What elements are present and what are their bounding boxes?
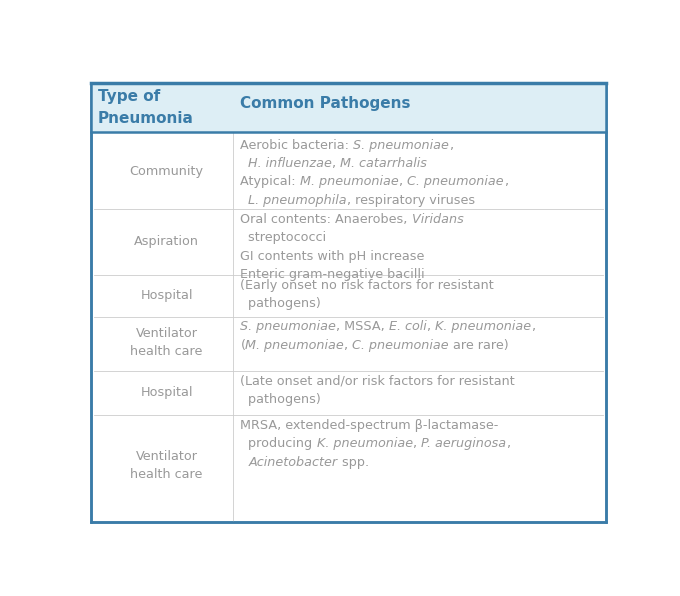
Text: Type of: Type of: [98, 88, 160, 104]
Text: Acinetobacter: Acinetobacter: [248, 455, 337, 468]
Text: ,: ,: [504, 175, 508, 188]
Text: streptococci: streptococci: [241, 231, 326, 244]
Text: M. catarrhalis: M. catarrhalis: [341, 157, 427, 170]
Text: K. pneumoniae: K. pneumoniae: [435, 320, 531, 333]
Text: ,: ,: [531, 320, 535, 333]
Text: ,: ,: [449, 138, 454, 151]
Text: MRSA, extended-spectrum β-lactamase-: MRSA, extended-spectrum β-lactamase-: [241, 419, 499, 432]
Text: Hospital: Hospital: [141, 288, 193, 302]
Text: Community: Community: [130, 164, 204, 178]
Text: GI contents with pH increase: GI contents with pH increase: [241, 250, 425, 263]
Text: health care: health care: [131, 468, 203, 481]
Bar: [91, 83, 606, 132]
Text: Viridans: Viridans: [412, 213, 464, 226]
Text: (Late onset and/or risk factors for resistant: (Late onset and/or risk factors for resi…: [241, 374, 515, 387]
Text: , MSSA,: , MSSA,: [337, 320, 389, 333]
Text: L. pneumophila: L. pneumophila: [248, 194, 347, 207]
Text: Hospital: Hospital: [141, 386, 193, 399]
Text: K. pneumoniae: K. pneumoniae: [317, 437, 413, 451]
Text: ,: ,: [427, 320, 435, 333]
Text: health care: health care: [131, 346, 203, 359]
Text: Common Pathogens: Common Pathogens: [241, 96, 411, 111]
Text: Aerobic bacteria:: Aerobic bacteria:: [241, 138, 354, 151]
Text: pathogens): pathogens): [241, 393, 321, 406]
Text: C. pneumoniae: C. pneumoniae: [407, 175, 504, 188]
Text: Aspiration: Aspiration: [134, 235, 199, 248]
Text: S. pneumoniae: S. pneumoniae: [354, 138, 449, 151]
Text: H. influenzae: H. influenzae: [248, 157, 333, 170]
Text: ,: ,: [344, 339, 352, 352]
Text: Ventilator: Ventilator: [136, 327, 198, 340]
Text: M. pneumoniae: M. pneumoniae: [245, 339, 344, 352]
Text: spp.: spp.: [337, 455, 369, 468]
Text: Ventilator: Ventilator: [136, 450, 198, 463]
Text: ,: ,: [506, 437, 510, 451]
Text: E. coli: E. coli: [389, 320, 427, 333]
Text: Enteric gram-negative bacilli: Enteric gram-negative bacilli: [241, 268, 425, 281]
Text: S. pneumoniae: S. pneumoniae: [241, 320, 337, 333]
Text: ,: ,: [413, 437, 421, 451]
Text: P. aeruginosa: P. aeruginosa: [421, 437, 506, 451]
Text: Atypical:: Atypical:: [241, 175, 300, 188]
Text: Oral contents: Anaerobes,: Oral contents: Anaerobes,: [241, 213, 412, 226]
Text: are rare): are rare): [449, 339, 509, 352]
Text: pathogens): pathogens): [241, 297, 321, 311]
Text: (Early onset no risk factors for resistant: (Early onset no risk factors for resista…: [241, 279, 494, 292]
Text: ,: ,: [333, 157, 341, 170]
Text: producing: producing: [241, 437, 317, 451]
Text: Pneumonia: Pneumonia: [98, 110, 194, 126]
Text: (: (: [241, 339, 245, 352]
Text: , respiratory viruses: , respiratory viruses: [347, 194, 475, 207]
Text: M. pneumoniae: M. pneumoniae: [300, 175, 399, 188]
Text: ,: ,: [399, 175, 407, 188]
Text: C. pneumoniae: C. pneumoniae: [352, 339, 449, 352]
